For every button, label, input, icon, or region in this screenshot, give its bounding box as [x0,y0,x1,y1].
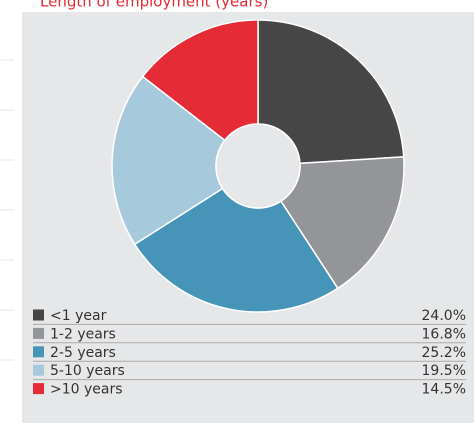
legend-value: 25.2% [422,345,466,361]
legend-swatch [33,346,44,358]
side-rules [0,59,14,361]
legend-swatch [33,327,44,339]
side-panel [0,0,22,423]
legend-swatch [33,364,44,376]
legend-swatch [33,383,44,395]
legend-value: 19.5% [422,363,466,379]
donut-hole [215,123,301,209]
legend-value: 14.5% [422,382,466,398]
legend-label: >10 years [50,382,123,398]
legend-label: 2-5 years [50,345,116,361]
legend-label: 5-10 years [50,363,125,379]
legend-value: 16.8% [422,326,466,342]
chart-title: Length of employment (years) [40,0,268,11]
legend-swatch [33,309,44,321]
legend-value: 24.0% [422,308,466,324]
legend-label: <1 year [50,308,107,324]
legend-label: 1-2 years [50,326,116,342]
